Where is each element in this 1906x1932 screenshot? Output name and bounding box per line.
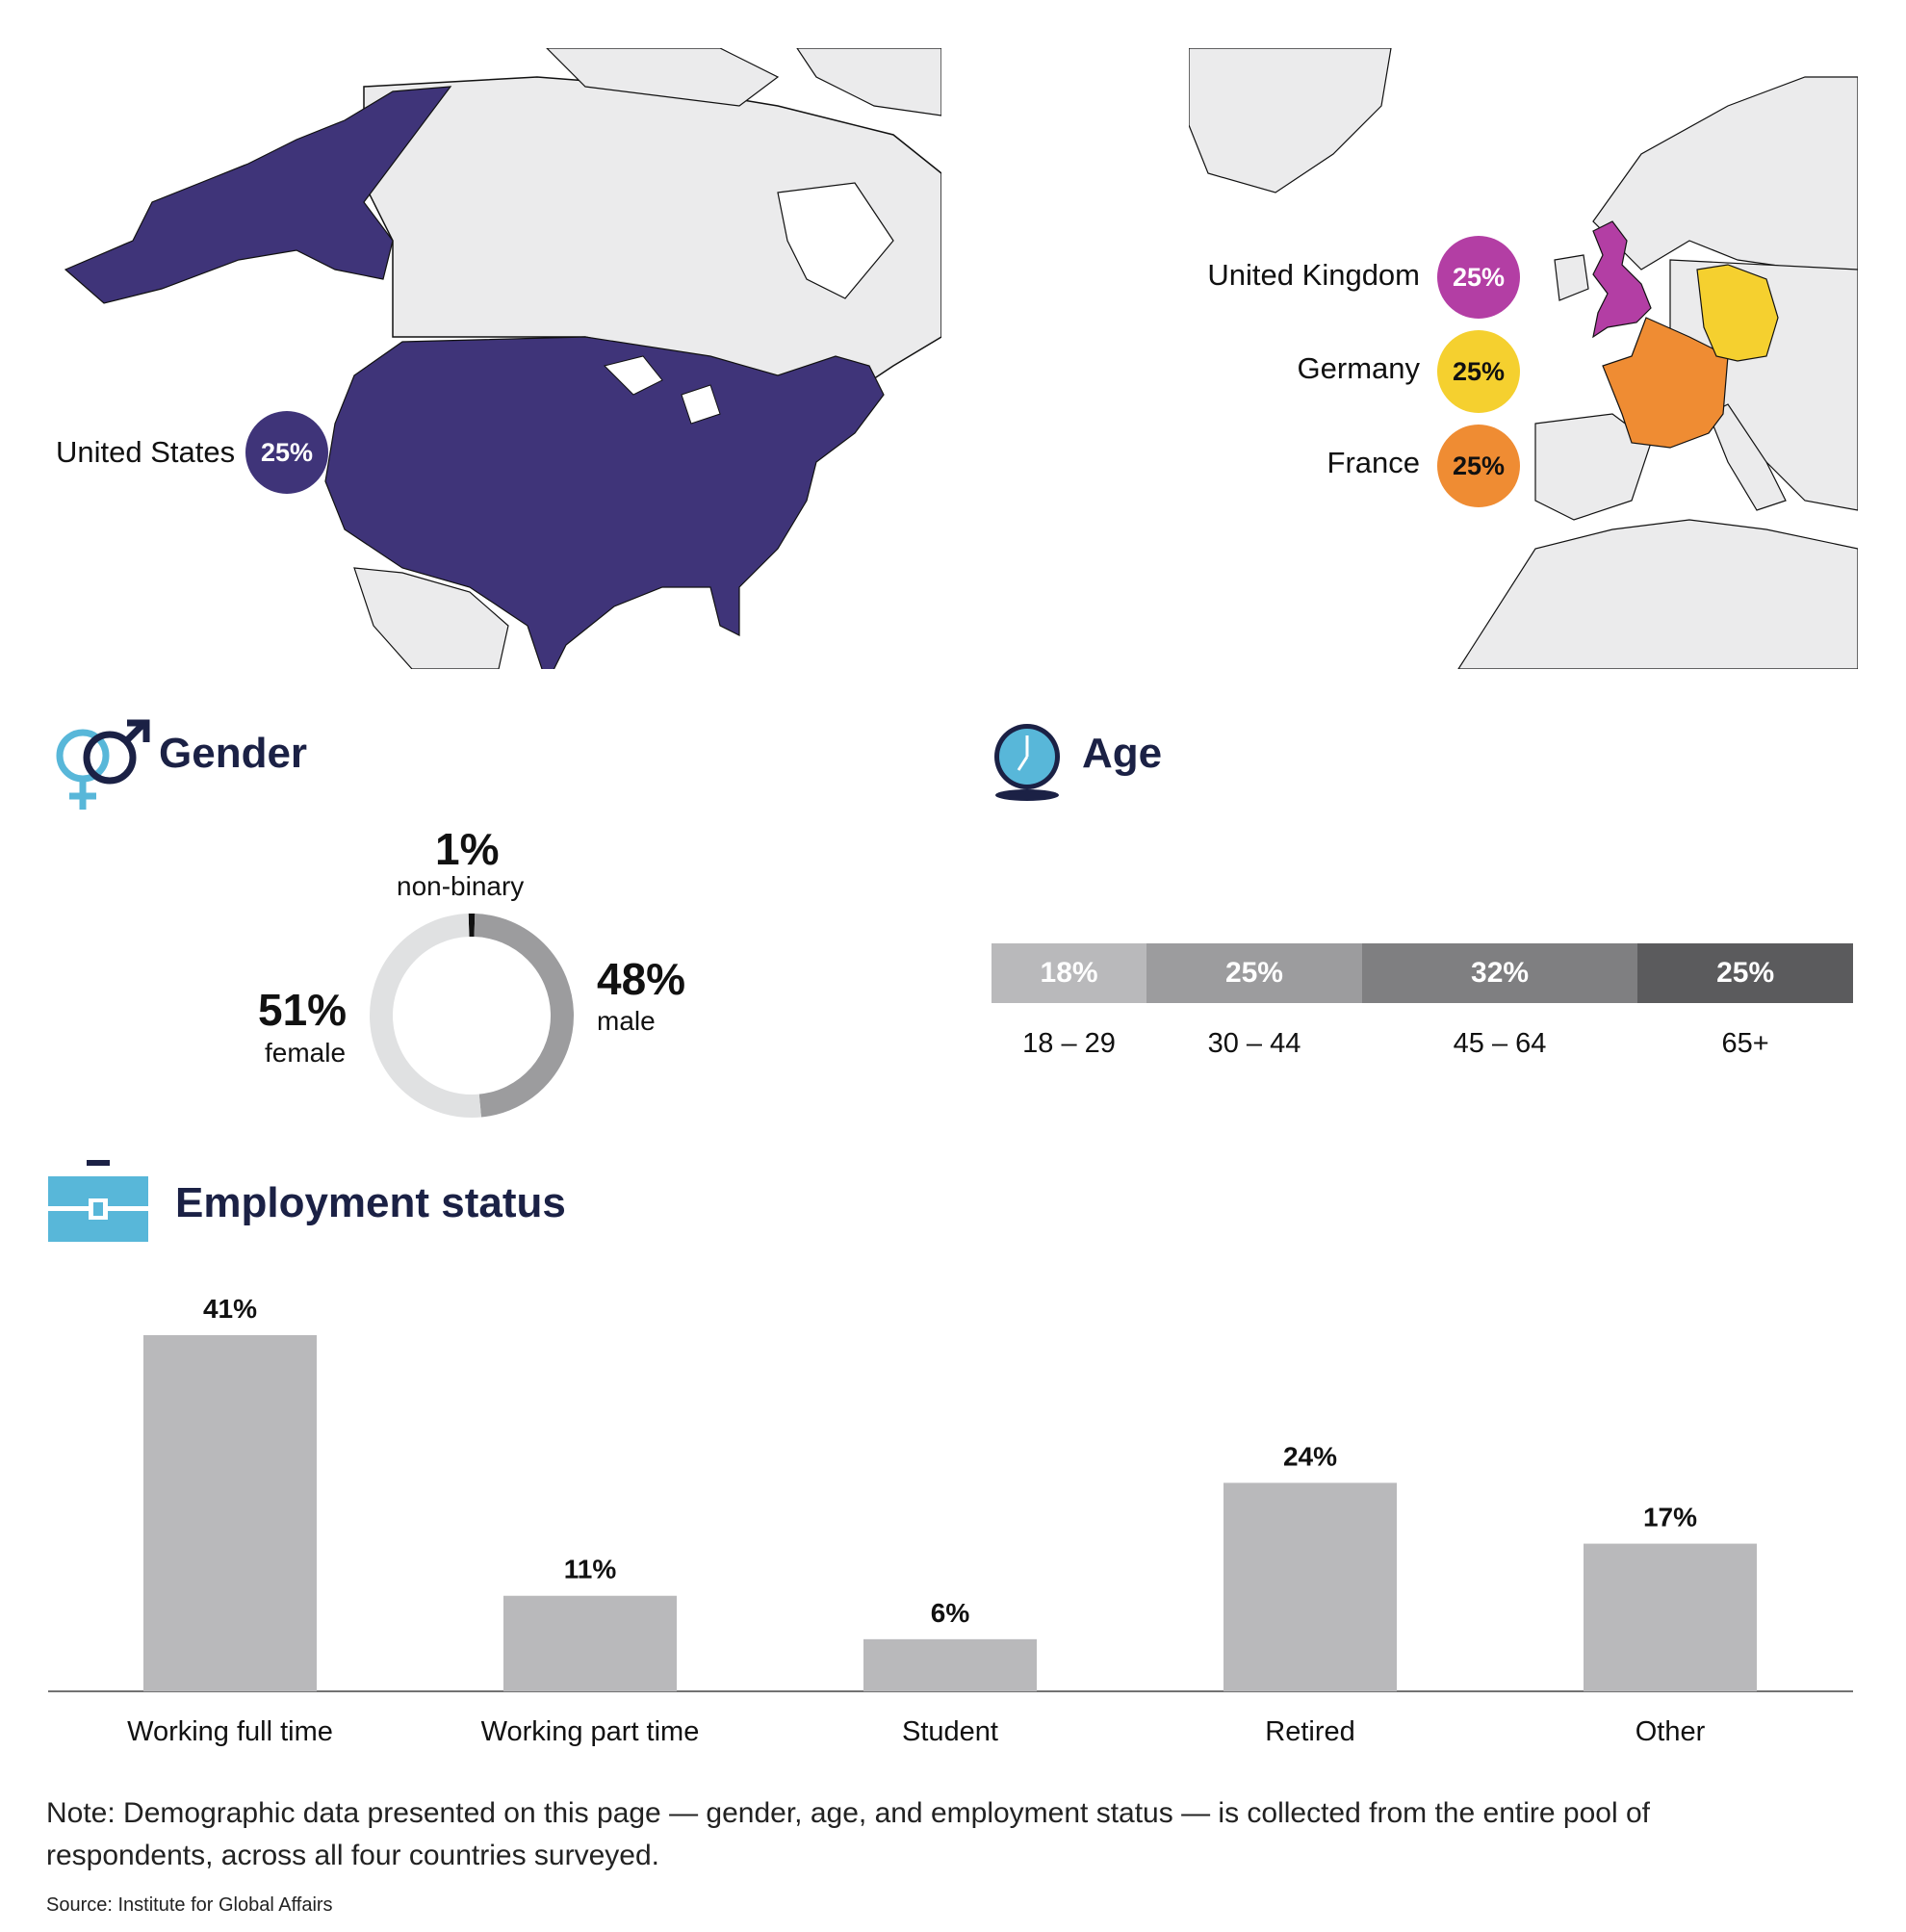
employment-bar-value: 17% [1643,1503,1697,1533]
age-category-label: 18 – 29 [973,1028,1166,1060]
male-label: male [597,1006,656,1037]
nonbinary-label: non-binary [397,871,524,902]
source-text: Source: Institute for Global Affairs [46,1894,333,1917]
employment-bar [1584,1544,1757,1691]
female-pct: 51% [258,984,347,1036]
pct-germany: 25% [1453,357,1505,387]
donut-slice-female [381,925,480,1106]
employment-bar [1223,1482,1397,1691]
age-category-label: 65+ [1649,1028,1842,1060]
north-america-map-graphic [46,48,941,669]
gender-donut-graphic [366,910,578,1121]
age-segment-value: 32% [1471,957,1529,990]
age-segment: 32% [1362,943,1637,1003]
female-label: female [265,1038,346,1069]
employment-category-label: Other [1636,1716,1706,1747]
pct-france: 25% [1453,451,1505,481]
donut-slice-male [475,925,562,1106]
age-segment-value: 25% [1716,957,1774,990]
label-france: France [1198,446,1420,480]
north-america-map [46,48,941,669]
employment-bar-value: 24% [1283,1441,1337,1471]
employment-category-label: Working full time [127,1716,333,1747]
label-united-states: United States [56,435,235,470]
gender-donut [366,910,578,1121]
age-segment-value: 25% [1225,957,1283,990]
pct-circle-united-kingdom: 25% [1437,236,1520,319]
label-united-kingdom: United Kingdom [1198,258,1420,293]
pct-united-kingdom: 25% [1453,263,1505,293]
employment-category-label: Retired [1265,1716,1355,1747]
briefcase-icon [48,1160,148,1242]
gender-icon [48,717,154,813]
age-category-label: 30 – 44 [1158,1028,1351,1060]
employment-bar [503,1596,677,1691]
gender-title: Gender [159,730,307,778]
note-text: Note: Demographic data presented on this… [46,1792,1817,1877]
age-segment: 18% [992,943,1146,1003]
pct-circle-france: 25% [1437,425,1520,507]
pct-united-states: 25% [261,438,313,468]
pct-circle-germany: 25% [1437,330,1520,413]
employment-title: Employment status [175,1179,566,1227]
employment-bar-value: 11% [564,1555,617,1584]
clock-icon [992,720,1064,802]
employment-category-label: Student [902,1716,998,1747]
employment-bar [863,1639,1037,1691]
age-category-label: 45 – 64 [1404,1028,1596,1060]
pct-circle-united-states: 25% [245,411,328,494]
nonbinary-pct: 1% [435,823,499,875]
age-segment: 25% [1637,943,1853,1003]
employment-category-label: Working part time [481,1716,700,1747]
age-segment: 25% [1146,943,1362,1003]
employment-bar-value: 41% [203,1294,257,1324]
label-germany: Germany [1198,351,1420,386]
age-segment-value: 18% [1041,957,1098,990]
employment-bar-value: 6% [931,1598,970,1628]
age-title: Age [1082,730,1162,778]
employment-bar [143,1335,317,1691]
male-pct: 48% [597,953,685,1005]
